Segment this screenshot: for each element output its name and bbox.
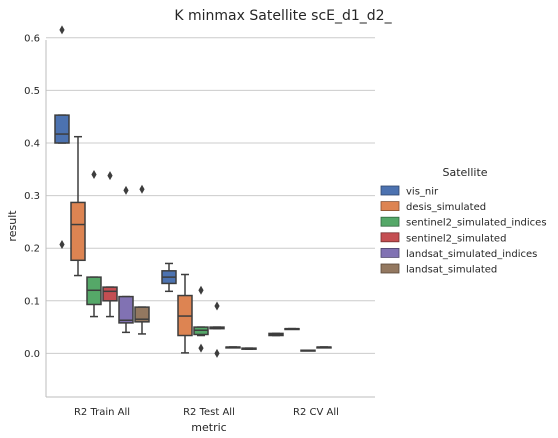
box-iqr [54,114,70,144]
legend-swatch [380,185,400,196]
x-tick-label: R2 Test All [183,407,235,418]
box-vis_nir [268,332,284,337]
x-axis-label: metric [191,421,226,434]
flier-point [123,185,129,195]
box-sentinel2_simulated_indices [193,285,209,353]
legend-title: Satellite [442,166,487,179]
legend-swatch [380,201,400,212]
flier-point [214,348,220,358]
legend-swatch [380,232,400,243]
flier-point [107,171,113,181]
flier-point [139,184,145,194]
box-landsat_simulated_indices [118,185,134,334]
chart-title: K minmax Satellite scE_d1_d2_ [174,8,392,24]
box-vis_nir [54,25,70,250]
y-tick-label: 0.5 [24,86,40,97]
box-sentinel2_simulated [209,301,225,358]
legend-label: landsat_simulated [406,265,497,276]
box-iqr [70,201,86,262]
legend-label: sentinel2_simulated [406,233,506,244]
y-tick-label: 0.4 [24,139,40,150]
y-tick-label: 0.0 [24,349,40,360]
box-vis_nir [161,262,177,293]
legend-swatch [380,263,400,274]
legend: Satellite vis_nir desis_simulated sentinel… [380,166,547,276]
x-tick-label: R2 Train All [74,407,130,418]
legend-label: sentinel2_simulated_indices [406,218,547,229]
flier-point [59,240,65,250]
legend-swatch [380,247,400,258]
y-axis-label: result [6,210,19,242]
box-landsat_simulated [134,184,150,335]
legend-label: desis_simulated [406,202,486,213]
flier-point [214,301,220,311]
box-iqr [134,306,150,323]
box-iqr [118,295,134,324]
box-desis_simulated [70,135,86,277]
y-tick-label: 0.6 [24,33,40,44]
box-sentinel2_simulated [316,346,332,349]
flier-point [91,170,97,180]
y-tick-label: 0.3 [24,191,40,202]
box-landsat_simulated [241,347,257,350]
legend-swatch [380,216,400,227]
box-sentinel2_simulated_indices [86,170,102,318]
flier-point [59,25,65,35]
legend-label: landsat_simulated_indices [406,249,537,260]
box-sentinel2_simulated_indices [300,349,316,352]
plot-area [54,25,332,358]
box-iqr [102,286,118,302]
y-tick-label: 0.2 [24,244,40,255]
gridlines [46,37,375,354]
box-sentinel2_simulated [102,171,118,318]
flier-point [198,285,204,295]
axes: 0.0 0.1 0.2 0.3 0.4 0.5 0.6 R2 Train All R2 Test… [24,33,375,418]
box-landsat_simulated_indices [225,346,241,349]
x-tick-label: R2 CV All [293,407,339,418]
legend-label: vis_nir [406,187,439,198]
box-desis_simulated [284,327,300,331]
y-tick-label: 0.1 [24,296,40,307]
box-desis_simulated [177,273,193,354]
flier-point [198,343,204,353]
